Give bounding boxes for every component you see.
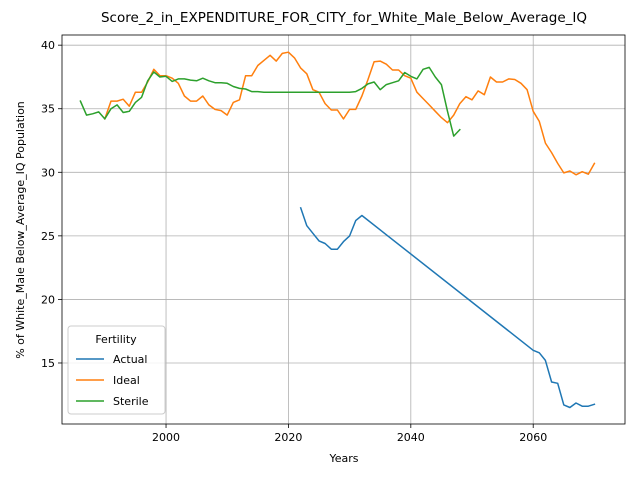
legend-label-ideal: Ideal — [113, 374, 140, 387]
legend-entries: Actual Ideal Sterile — [76, 353, 149, 408]
legend-box — [67, 325, 166, 415]
chart-title: Score_2_in_EXPENDITURE_FOR_CITY_for_Whit… — [101, 10, 587, 26]
x-tick-label: 2000 — [152, 431, 180, 444]
y-tick-label: 20 — [41, 293, 55, 306]
x-tick-label: 2020 — [274, 431, 302, 444]
y-tick-label: 30 — [41, 166, 55, 179]
y-tick-label: 15 — [41, 357, 55, 370]
y-tick-label: 40 — [41, 39, 55, 52]
legend-label-sterile: Sterile — [113, 395, 149, 408]
legend-title: Fertility — [95, 333, 137, 346]
plot-frame — [61, 34, 626, 425]
grid-lines — [62, 35, 625, 424]
series-line-actual — [299, 206, 596, 409]
series-line-ideal — [103, 51, 596, 176]
y-tick-label: 25 — [41, 230, 55, 243]
x-axis-label: Years — [328, 452, 358, 465]
legend: Fertility Actual Ideal Sterile — [67, 325, 166, 415]
y-axis-label: % of White_Male Below_Average_IQ Populat… — [14, 101, 27, 359]
axis-ticks: 2000 2020 2040 2060 15 20 25 30 35 40 — [41, 39, 547, 444]
legend-label-actual: Actual — [113, 353, 147, 366]
y-tick-label: 35 — [41, 103, 55, 116]
series-line-sterile — [79, 66, 461, 137]
series-lines — [79, 51, 596, 409]
x-tick-label: 2040 — [397, 431, 425, 444]
x-tick-label: 2060 — [519, 431, 547, 444]
